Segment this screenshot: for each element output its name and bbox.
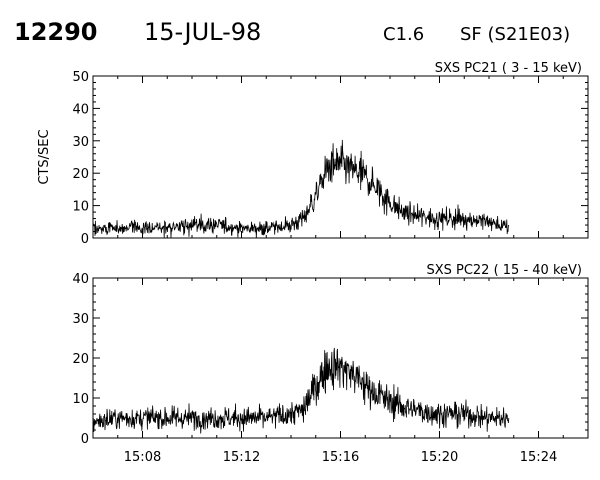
y-tick-label: 0 [81, 232, 89, 247]
y-tick-label: 30 [72, 312, 89, 327]
y-tick-label: 40 [72, 272, 89, 287]
panel-title: SXS PC21 ( 3 - 15 keV) [435, 61, 582, 76]
y-tick-label: 0 [81, 432, 89, 447]
event-date: 15-JUL-98 [144, 18, 261, 46]
y-tick-label: 30 [72, 135, 89, 150]
panel-title: SXS PC22 ( 15 - 40 keV) [426, 263, 582, 278]
x-tick-label: 15:20 [421, 450, 458, 465]
y-tick-label: 10 [72, 392, 89, 407]
y-tick-label: 10 [72, 200, 89, 215]
y-axis-label: CTS/SEC [37, 129, 52, 184]
x-tick-label: 15:24 [520, 450, 557, 465]
goes-class: C1.6 [383, 24, 424, 45]
plot-frame [92, 277, 589, 439]
panel-pc22: SXS PC22 ( 15 - 40 keV) 0 10 20 30 40 15:08 15:… [72, 263, 589, 465]
event-number: 12290 [14, 18, 98, 46]
y-tick-label: 20 [72, 167, 89, 182]
x-tick-label: 15:16 [322, 450, 359, 465]
y-tick-label: 20 [72, 352, 89, 367]
count-rate-series [92, 139, 510, 239]
x-tick-label: 15:12 [223, 450, 260, 465]
panel-pc21: SXS PC21 ( 3 - 15 keV) CTS/SEC 0 10 20 30 40 50 [37, 61, 589, 247]
count-rate-series [92, 347, 510, 434]
flare-info: SF (S21E03) [460, 24, 570, 45]
y-tick-label: 40 [72, 102, 89, 117]
x-tick-label: 15:08 [124, 450, 161, 465]
y-tick-label: 50 [72, 70, 89, 85]
